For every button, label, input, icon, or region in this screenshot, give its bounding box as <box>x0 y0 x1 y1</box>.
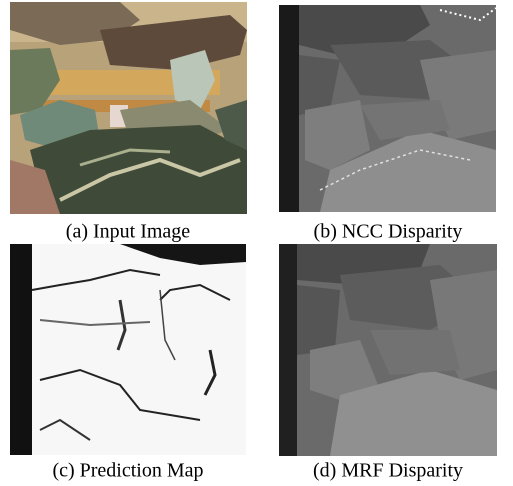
caption: (b) NCC Disparity <box>314 221 463 243</box>
caption: (c) Prediction Map <box>52 460 203 482</box>
page: (a) Input Image (b) NCC Disparity (c) Pr… <box>0 0 513 486</box>
input-image <box>10 2 247 214</box>
prediction-map-image <box>10 244 246 455</box>
mrf-disparity-image <box>279 244 497 456</box>
ncc-disparity-image <box>279 5 496 212</box>
caption: (d) MRF Disparity <box>313 460 463 482</box>
figure: (a) Input Image (b) NCC Disparity (c) Pr… <box>0 0 513 486</box>
caption: (a) Input Image <box>66 221 191 243</box>
